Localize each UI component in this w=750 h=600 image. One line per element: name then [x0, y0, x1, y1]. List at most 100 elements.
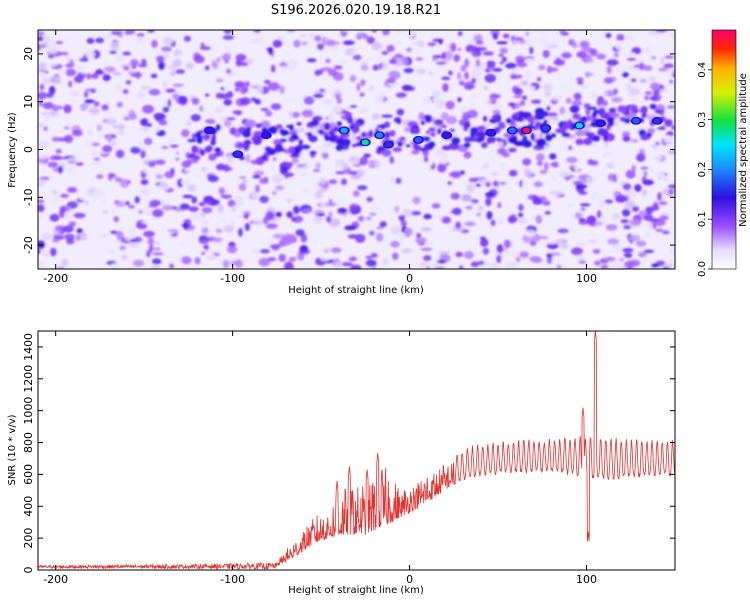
spectrogram-cell	[431, 57, 438, 62]
spectrogram-cell	[497, 122, 506, 130]
spectrogram-cell	[626, 190, 636, 198]
spectrogram-cell	[663, 263, 675, 268]
spectrogram-cell	[201, 206, 213, 214]
hotspot	[414, 137, 422, 143]
spectrogram-cell	[301, 109, 314, 118]
spectrogram-cell	[501, 56, 507, 63]
spectrogram-cell	[117, 130, 125, 136]
spectrogram-cell	[401, 209, 413, 218]
spectrogram-cell	[500, 162, 507, 168]
colorbar-gradient	[712, 30, 736, 269]
spectrogram-cell	[244, 81, 250, 87]
spectrogram-cell	[616, 34, 625, 41]
spectrogram-cell	[644, 231, 651, 239]
spectrogram-cell	[92, 189, 105, 198]
spectrogram-cell	[79, 103, 88, 111]
spectrogram-cell	[376, 226, 384, 230]
colorbar-tick-label: 0.1	[697, 211, 708, 227]
spectrogram-cell	[57, 105, 63, 110]
spectrogram-cell	[518, 203, 524, 212]
spectrogram-cell	[44, 41, 57, 50]
spectrogram-cell	[313, 214, 323, 224]
spectrogram-cell	[490, 66, 495, 72]
spectrogram-cell	[575, 30, 586, 35]
hotspot	[653, 118, 661, 124]
spectrogram-cell	[583, 103, 591, 109]
y-tick-label: -10	[22, 188, 35, 206]
spectrogram-cell	[374, 160, 380, 169]
spectrogram-cell	[79, 58, 89, 62]
spectrogram-cell	[265, 223, 278, 229]
spectrogram-cell	[490, 172, 499, 176]
spectrogram-cell	[621, 197, 626, 203]
spectrogram-band-cell	[476, 132, 487, 137]
spectrogram-cell	[114, 55, 126, 62]
spectrogram-cell	[592, 249, 601, 254]
spectrogram-cell	[374, 94, 384, 103]
spectrogram-cell	[116, 230, 124, 240]
spectrogram-cell	[319, 88, 325, 93]
spectrogram-cell	[272, 156, 277, 162]
spectrogram-cell	[204, 65, 210, 71]
spectrogram-cell	[39, 140, 50, 148]
hotspot	[443, 132, 451, 138]
spectrogram-cell	[51, 136, 60, 142]
spectrogram-cell	[360, 80, 366, 86]
spectrogram-cell	[359, 157, 369, 166]
spectrogram-cell	[591, 93, 596, 97]
spectrogram-cell	[633, 64, 640, 68]
hotspot	[487, 130, 495, 136]
spectrogram-band-cell	[280, 129, 289, 137]
spectrogram-cell	[427, 42, 437, 47]
spectrogram-cell	[317, 213, 325, 217]
spectrogram-cell	[523, 201, 531, 206]
spectrogram-cell	[547, 44, 559, 49]
spectrogram-cell	[455, 251, 464, 258]
spectrogram-cell	[335, 159, 345, 165]
spectrogram-cell	[286, 30, 296, 33]
spectrogram-band-cell	[376, 124, 383, 128]
spectrogram-cell	[333, 65, 343, 70]
spectrogram-cell	[644, 91, 653, 95]
spectrogram-cell	[494, 102, 501, 110]
spectrogram-cell	[51, 190, 58, 195]
spectrogram-cell	[149, 199, 162, 207]
spectrogram-cell	[336, 97, 342, 104]
spectrogram-cell	[496, 244, 503, 254]
spectrogram-cell	[550, 252, 561, 256]
spectrogram-cell	[320, 67, 333, 72]
spectrogram-cell	[559, 106, 566, 115]
spectrogram-cell	[153, 112, 165, 120]
spectrogram-x-label: Height of straight line (km)	[288, 285, 424, 296]
spectrogram-cell	[331, 104, 343, 114]
spectrogram-cell	[329, 149, 336, 154]
spectrogram-cell	[415, 57, 424, 61]
spectrogram-band-cell	[641, 106, 648, 114]
x-tick-label: -100	[220, 573, 245, 586]
spectrogram-cell	[409, 30, 415, 38]
spectrogram-cell	[101, 104, 109, 112]
spectrogram-cell	[552, 161, 559, 168]
spectrogram-cell	[440, 112, 449, 121]
spectrogram-cell	[623, 252, 633, 259]
spectrogram-cell	[283, 49, 296, 56]
spectrogram-cell	[65, 68, 77, 77]
spectrogram-cell	[220, 217, 229, 222]
spectrogram-cell	[655, 169, 663, 174]
spectrogram-band-cell	[301, 144, 311, 150]
spectrogram-cell	[127, 228, 135, 236]
spectrogram-cell	[342, 30, 347, 33]
spectrogram-cell	[403, 67, 414, 74]
spectrogram-cell	[216, 57, 221, 63]
spectrogram-cell	[639, 78, 647, 83]
spectrogram-cell	[436, 61, 447, 65]
spectrogram-band-cell	[323, 122, 331, 131]
spectrogram-cell	[363, 35, 370, 40]
spectrogram-cell	[557, 36, 569, 46]
spectrogram-cell	[317, 261, 326, 266]
spectrogram-cell	[363, 153, 371, 158]
spectrogram-band-cell	[335, 144, 344, 152]
spectrogram-cell	[594, 260, 601, 266]
spectrogram-cell	[233, 201, 245, 206]
spectrogram-cell	[365, 255, 372, 260]
